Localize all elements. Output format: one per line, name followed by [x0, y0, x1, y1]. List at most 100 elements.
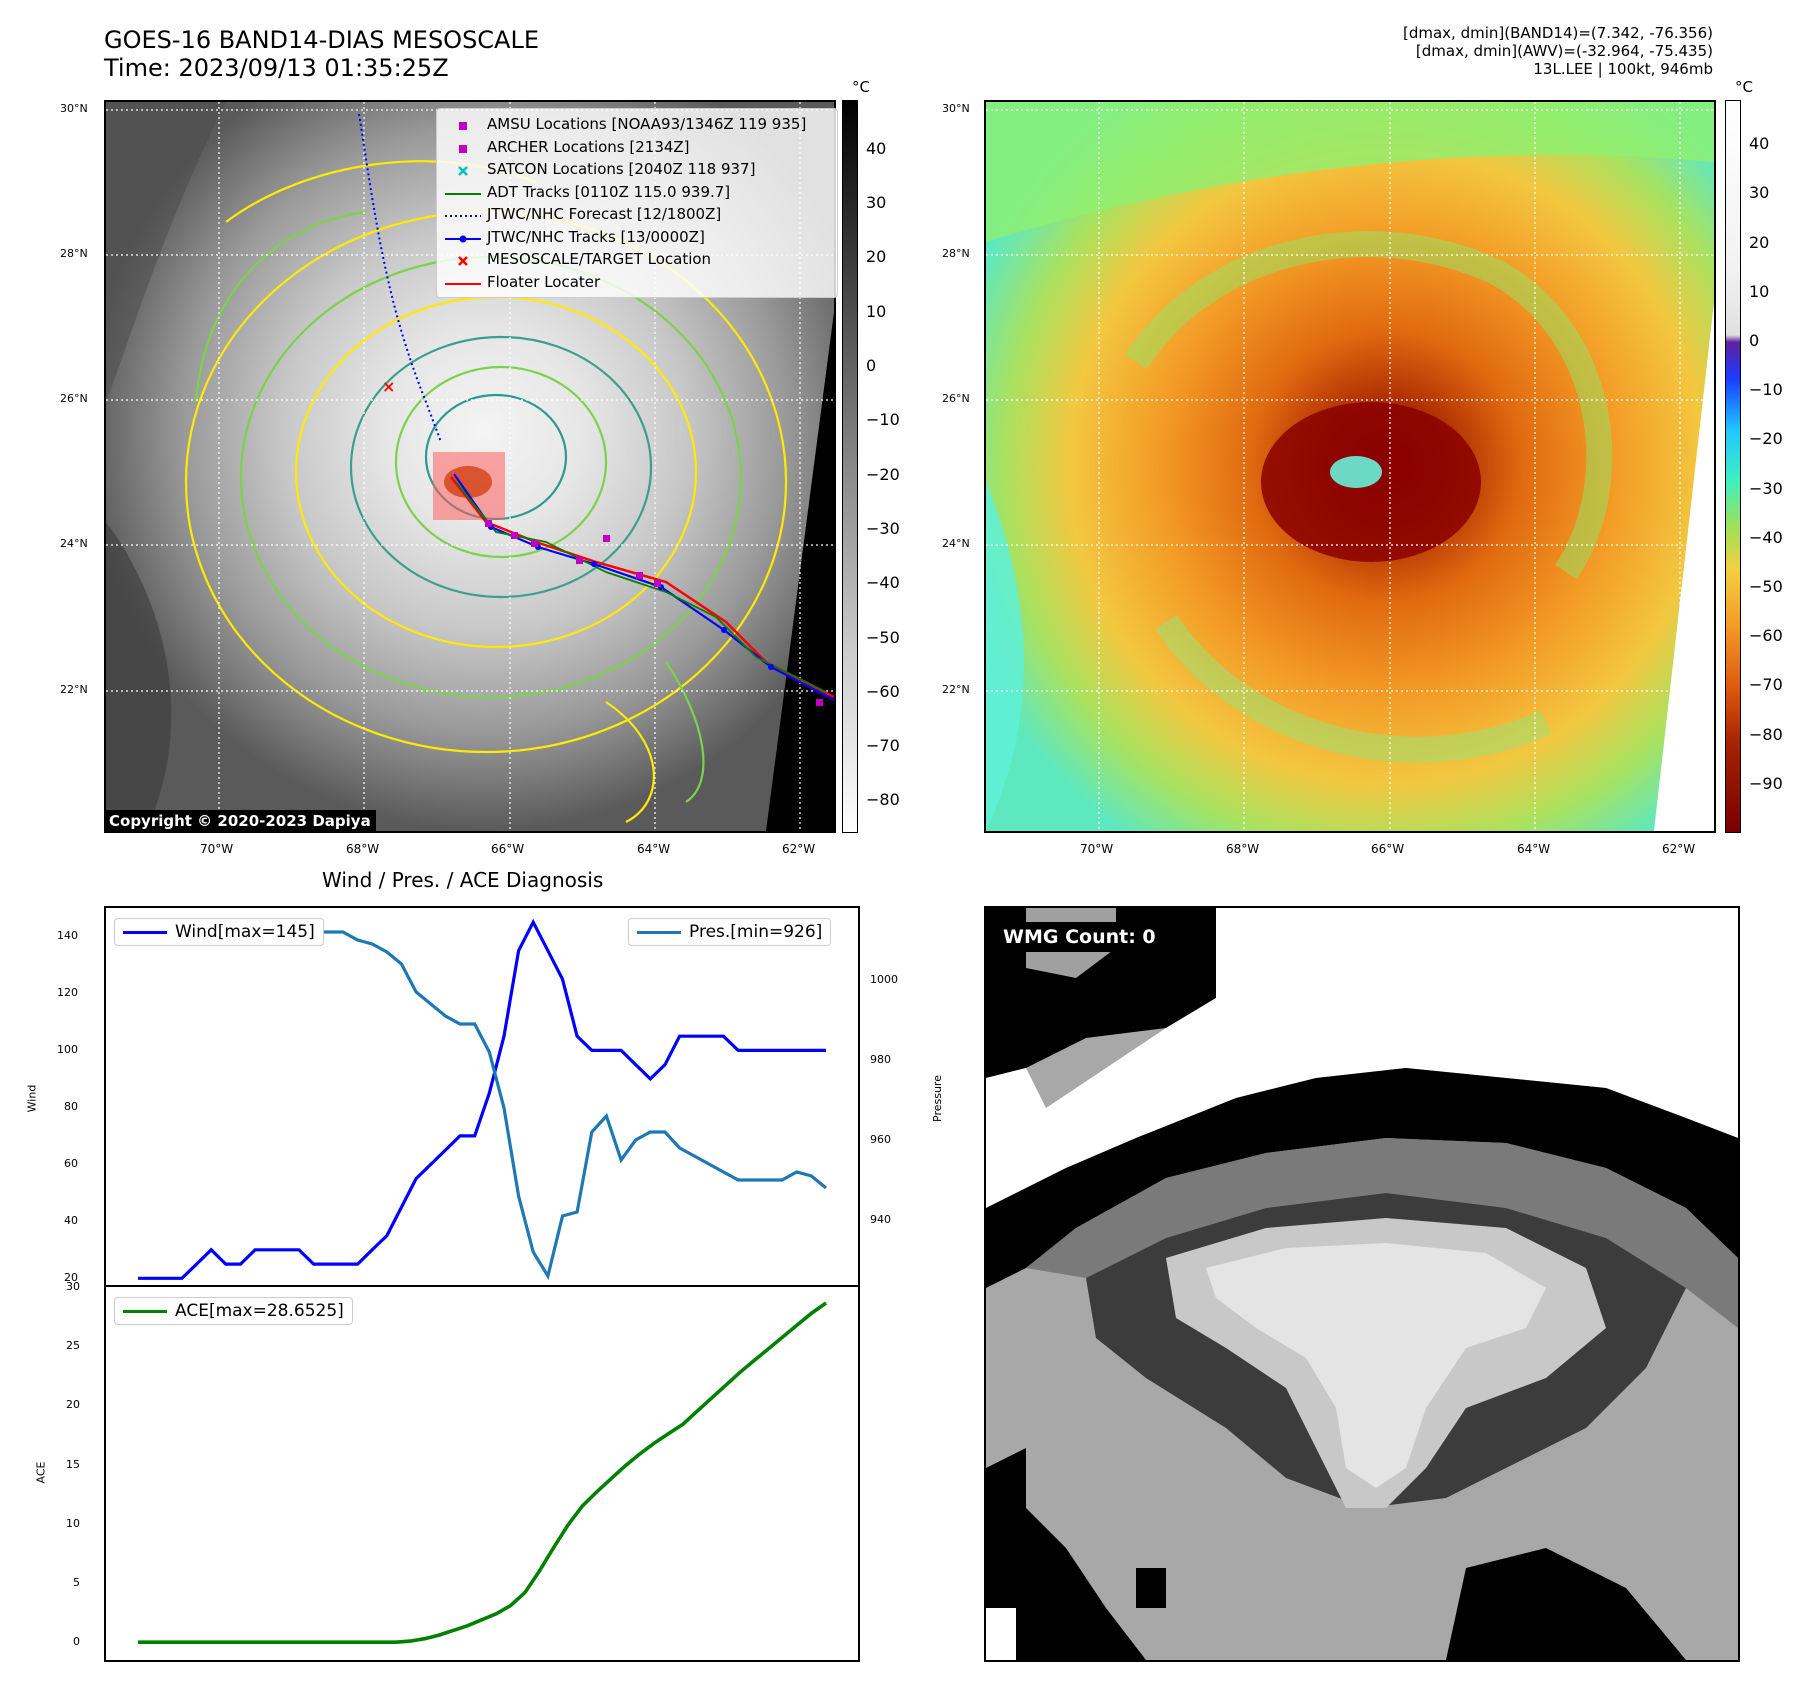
gray-colorbar-unit: °C: [852, 78, 870, 96]
lat-label: 26°N: [942, 392, 970, 405]
lon-label: 64°W: [637, 842, 671, 856]
lat-label: 24°N: [942, 537, 970, 550]
lon-label: 70°W: [200, 842, 234, 856]
colorbar-tick-label: 30: [866, 193, 887, 213]
title-line-2: Time: 2023/09/13 01:35:25Z: [104, 54, 449, 82]
colorbar-tick-label: 0: [1749, 331, 1760, 351]
legend-label: SATCON Locations [2040Z 118 937]: [487, 160, 756, 178]
legend-label: AMSU Locations [NOAA93/1346Z 119 935]: [487, 115, 807, 133]
lon-label: 66°W: [491, 842, 525, 856]
lat-label: 28°N: [60, 247, 88, 260]
ace-legend: ACE[max=28.6525]: [114, 1297, 353, 1325]
legend-item: ADT Tracks [0110Z 115.0 939.7]: [443, 181, 831, 204]
ir-color-map: [984, 100, 1716, 833]
ace-plot: [138, 1301, 828, 1645]
axis-tick-label: 960: [870, 1133, 891, 1146]
colorbar-tick-label: −60: [866, 681, 900, 701]
lat-label: 30°N: [942, 102, 970, 115]
wmg-pixel-grid: [986, 908, 1738, 1660]
colorbar-tick-label: −70: [866, 736, 900, 756]
axis-tick-label: 5: [73, 1576, 80, 1590]
colorbar-tick-label: 10: [1749, 281, 1770, 301]
info-line-1: [dmax, dmin](BAND14)=(7.342, -76.356): [1402, 24, 1713, 42]
wind-series-line: [138, 918, 826, 1280]
pressure-legend-swatch: [637, 930, 681, 934]
legend-label: Floater Locater: [487, 272, 601, 291]
colorbar-tick-label: −80: [1749, 724, 1783, 744]
figure-title: GOES-16 BAND14-DIAS MESOSCALE Time: 2023…: [104, 26, 539, 82]
colorbar-tick-label: 0: [866, 356, 877, 376]
legend-item: MESOSCALE/TARGET Location: [443, 248, 831, 271]
legend-item: ARCHER Locations [2134Z]: [443, 136, 831, 159]
storm-info: [dmax, dmin](BAND14)=(7.342, -76.356) [d…: [1403, 24, 1713, 78]
colorbar-tick-label: −10: [866, 410, 900, 430]
colorbar-tick-label: 40: [866, 138, 887, 158]
x-marker-icon: [443, 252, 483, 267]
colorbar-tick-label: −90: [1749, 773, 1783, 793]
wind-pressure-axes: [104, 906, 860, 1286]
square-marker-icon: [443, 117, 483, 131]
axis-tick-label: 60: [64, 1157, 78, 1171]
lat-label: 30°N: [60, 102, 88, 115]
lat-label: 22°N: [60, 683, 88, 696]
axis-tick-label: 1000: [870, 973, 898, 986]
colorbar-tick-label: −30: [1749, 478, 1783, 498]
legend-item: Floater Locater: [443, 271, 831, 294]
pressure-series-line: [138, 930, 828, 1281]
wind-legend: Wind[max=145]: [114, 918, 324, 946]
axis-tick-label: 120: [57, 986, 78, 1000]
legend-label: JTWC/NHC Forecast [12/1800Z]: [487, 205, 722, 223]
legend-item: SATCON Locations [2040Z 118 937]: [443, 158, 831, 181]
lat-label: 26°N: [60, 392, 88, 405]
colorbar-tick-label: −70: [1749, 675, 1783, 695]
wind-axis-label: Wind: [25, 1084, 39, 1113]
colorbar-tick-label: −40: [1749, 527, 1783, 547]
pressure-legend: Pres.[min=926]: [628, 918, 832, 946]
color-colorbar: [1725, 100, 1741, 833]
lon-label: 66°W: [1371, 842, 1405, 856]
lon-label: 64°W: [1517, 842, 1551, 856]
axis-tick-label: 20: [64, 1271, 78, 1285]
colorbar-tick-label: 40: [1749, 134, 1770, 154]
ir-color-image: [986, 102, 1714, 831]
color-colorbar-unit: °C: [1735, 78, 1753, 96]
square-marker-icon: [443, 140, 483, 154]
lon-label: 68°W: [1226, 842, 1260, 856]
lat-label: 24°N: [60, 537, 88, 550]
axis-tick-label: 20: [66, 1398, 80, 1412]
info-line-3: 13L.LEE | 100kt, 946mb: [1533, 60, 1713, 78]
colorbar-tick-label: 10: [866, 301, 887, 321]
wmg-image: [984, 906, 1740, 1662]
axis-tick-label: 40: [64, 1214, 78, 1228]
axis-tick-label: 15: [66, 1457, 80, 1471]
colorbar-tick-label: −60: [1749, 626, 1783, 646]
info-line-2: [dmax, dmin](AWV)=(-32.964, -75.435): [1415, 42, 1713, 60]
ace-axes: [104, 1285, 860, 1662]
ace-legend-label: ACE[max=28.6525]: [175, 1301, 344, 1321]
lon-label: 68°W: [346, 842, 380, 856]
pressure-legend-label: Pres.[min=926]: [689, 922, 823, 942]
pressure-axis-label: Pressure: [930, 1075, 944, 1122]
map-legend: AMSU Locations [NOAA93/1346Z 119 935] AR…: [436, 108, 838, 298]
ace-axis-label: ACE: [34, 1461, 48, 1484]
colorbar-tick-label: −10: [1749, 380, 1783, 400]
legend-label: JTWC/NHC Tracks [13/0000Z]: [487, 227, 705, 246]
gray-colorbar: [842, 100, 858, 833]
axis-tick-label: 940: [870, 1213, 891, 1226]
axis-tick-label: 0: [73, 1635, 80, 1649]
wind-pressure-plot: [138, 918, 828, 1281]
legend-label: ARCHER Locations [2134Z]: [487, 137, 690, 156]
axis-tick-label: 140: [57, 929, 78, 943]
wmg-count-badge: WMG Count: 0: [996, 922, 1163, 952]
axis-tick-label: 80: [64, 1100, 78, 1114]
lat-label: 22°N: [942, 683, 970, 696]
line-dot-icon: [443, 230, 483, 244]
legend-item: AMSU Locations [NOAA93/1346Z 119 935]: [443, 113, 831, 136]
axis-tick-label: 10: [66, 1516, 80, 1530]
axis-tick-label: 25: [66, 1339, 80, 1353]
ace-legend-swatch: [123, 1309, 167, 1313]
legend-item: JTWC/NHC Tracks [13/0000Z]: [443, 226, 831, 249]
axis-tick-label: 980: [870, 1053, 891, 1066]
ace-series-line: [138, 1301, 828, 1645]
colorbar-tick-label: 20: [1749, 232, 1770, 252]
